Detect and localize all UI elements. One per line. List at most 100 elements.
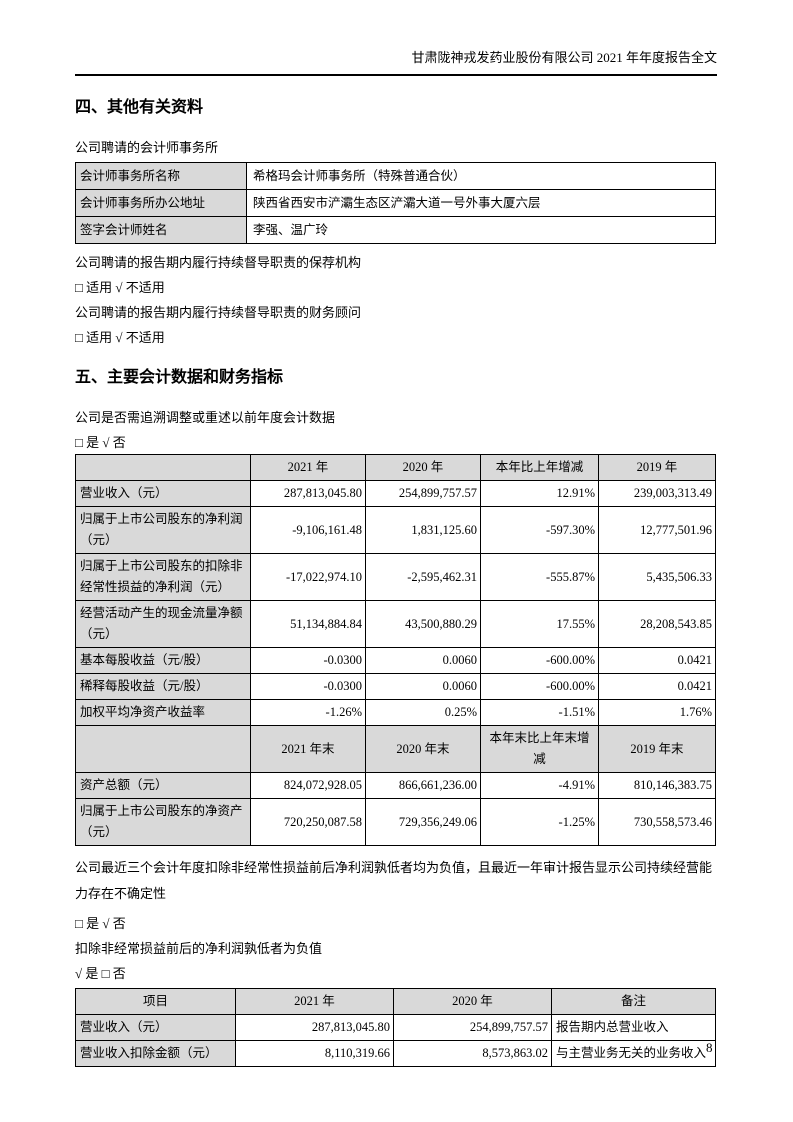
row-label-cell: 营业收入（元） bbox=[75, 1014, 236, 1041]
value-cell: 287,813,045.80 bbox=[235, 1014, 394, 1041]
table-row: 营业收入扣除金额（元） 8,110,319.66 8,573,863.02 与主… bbox=[75, 1040, 716, 1067]
table-row: 稀释每股收益（元/股） -0.0300 0.0060 -600.00% 0.04… bbox=[75, 673, 716, 700]
value-cell: -0.0300 bbox=[250, 647, 366, 674]
key-financials-table: 2021 年 2020 年 本年比上年增减 2019 年 营业收入（元） 287… bbox=[75, 454, 716, 846]
row-label-cell: 归属于上市公司股东的净资产（元） bbox=[75, 798, 251, 846]
deduction-choice: √ 是 □ 否 bbox=[75, 966, 126, 981]
value-cell: 1.76% bbox=[598, 699, 716, 726]
value-cell: 720,250,087.58 bbox=[250, 798, 366, 846]
value-cell: 810,146,383.75 bbox=[598, 772, 716, 799]
page-header-title: 甘肃陇神戎发药业股份有限公司 2021 年年度报告全文 bbox=[411, 50, 717, 65]
value-cell: 254,899,757.57 bbox=[365, 480, 481, 507]
value-cell: 287,813,045.80 bbox=[250, 480, 366, 507]
value-cell: -9,106,161.48 bbox=[250, 506, 366, 554]
table-row: 归属于上市公司股东的扣除非经常性损益的净利润（元） -17,022,974.10… bbox=[75, 553, 716, 601]
header-cell: 本年比上年增减 bbox=[480, 454, 599, 481]
value-cell: 51,134,884.84 bbox=[250, 600, 366, 648]
table-row: 基本每股收益（元/股） -0.0300 0.0060 -600.00% 0.04… bbox=[75, 647, 716, 674]
header-cell bbox=[75, 454, 251, 481]
row-value-cell: 希格玛会计师事务所（特殊普通合伙） bbox=[246, 162, 716, 190]
row-value-cell: 陕西省西安市浐灞生态区浐灞大道一号外事大厦六层 bbox=[246, 189, 716, 217]
table-row: 会计师事务所名称 希格玛会计师事务所（特殊普通合伙） bbox=[75, 162, 716, 190]
row-label-cell: 归属于上市公司股东的扣除非经常性损益的净利润（元） bbox=[75, 553, 251, 601]
row-label-cell: 稀释每股收益（元/股） bbox=[75, 673, 251, 700]
value-cell: 0.0060 bbox=[365, 673, 481, 700]
value-cell: -0.0300 bbox=[250, 673, 366, 700]
table-row: 经营活动产生的现金流量净额（元） 51,134,884.84 43,500,88… bbox=[75, 600, 716, 648]
value-cell: -17,022,974.10 bbox=[250, 553, 366, 601]
value-cell: 729,356,249.06 bbox=[365, 798, 481, 846]
table-header-row: 2021 年末 2020 年末 本年末比上年末增减 2019 年末 bbox=[75, 725, 716, 773]
row-label-cell: 经营活动产生的现金流量净额（元） bbox=[75, 600, 251, 648]
table-row: 签字会计师姓名 李强、温广玲 bbox=[75, 216, 716, 244]
header-cell: 备注 bbox=[551, 988, 716, 1015]
table-row: 营业收入（元） 287,813,045.80 254,899,757.57 报告… bbox=[75, 1014, 716, 1041]
value-cell: 8,573,863.02 bbox=[393, 1040, 552, 1067]
value-cell: 17.55% bbox=[480, 600, 599, 648]
accountant-firm-table: 会计师事务所名称 希格玛会计师事务所（特殊普通合伙） 会计师事务所办公地址 陕西… bbox=[75, 162, 716, 244]
value-cell: 5,435,506.33 bbox=[598, 553, 716, 601]
value-cell: -600.00% bbox=[480, 673, 599, 700]
table-header-row: 项目 2021 年 2020 年 备注 bbox=[75, 988, 716, 1015]
row-label-cell: 签字会计师姓名 bbox=[75, 216, 247, 244]
restatement-question: 公司是否需追溯调整或重述以前年度会计数据 bbox=[75, 410, 336, 425]
restatement-choice: □ 是 √ 否 bbox=[75, 435, 126, 450]
header-cell: 2020 年末 bbox=[365, 725, 481, 773]
value-cell: 12.91% bbox=[480, 480, 599, 507]
advisor-duty-label: 公司聘请的报告期内履行持续督导职责的财务顾问 bbox=[75, 305, 362, 320]
going-concern-choice: □ 是 √ 否 bbox=[75, 916, 126, 931]
section5-title: 五、主要会计数据和财务指标 bbox=[75, 369, 284, 386]
header-cell: 2021 年 bbox=[235, 988, 394, 1015]
header-cell: 2019 年末 bbox=[598, 725, 716, 773]
row-label-cell: 基本每股收益（元/股） bbox=[75, 647, 251, 674]
header-cell: 项目 bbox=[75, 988, 236, 1015]
value-cell: 12,777,501.96 bbox=[598, 506, 716, 554]
value-cell: 43,500,880.29 bbox=[365, 600, 481, 648]
value-cell: 239,003,313.49 bbox=[598, 480, 716, 507]
value-cell: 824,072,928.05 bbox=[250, 772, 366, 799]
value-cell: -1.26% bbox=[250, 699, 366, 726]
row-label-cell: 归属于上市公司股东的净利润（元） bbox=[75, 506, 251, 554]
value-cell: -555.87% bbox=[480, 553, 599, 601]
accountant-firm-intro: 公司聘请的会计师事务所 bbox=[75, 140, 219, 155]
header-cell: 2021 年末 bbox=[250, 725, 366, 773]
remark-cell: 报告期内总营业收入 bbox=[551, 1014, 716, 1041]
row-label-cell: 加权平均净资产收益率 bbox=[75, 699, 251, 726]
table-row: 归属于上市公司股东的净利润（元） -9,106,161.48 1,831,125… bbox=[75, 506, 716, 554]
revenue-deduction-table: 项目 2021 年 2020 年 备注 营业收入（元） 287,813,045.… bbox=[75, 988, 716, 1067]
header-cell: 2019 年 bbox=[598, 454, 716, 481]
sponsor-duty-choice: □ 适用 √ 不适用 bbox=[75, 280, 165, 295]
value-cell: 0.0421 bbox=[598, 673, 716, 700]
value-cell: -600.00% bbox=[480, 647, 599, 674]
value-cell: -597.30% bbox=[480, 506, 599, 554]
row-label-cell: 会计师事务所办公地址 bbox=[75, 189, 247, 217]
value-cell: 8,110,319.66 bbox=[235, 1040, 394, 1067]
header-rule bbox=[75, 74, 717, 76]
section4-title: 四、其他有关资料 bbox=[75, 99, 204, 116]
value-cell: 730,558,573.46 bbox=[598, 798, 716, 846]
value-cell: 866,661,236.00 bbox=[365, 772, 481, 799]
value-cell: 254,899,757.57 bbox=[393, 1014, 552, 1041]
value-cell: 1,831,125.60 bbox=[365, 506, 481, 554]
advisor-duty-choice: □ 适用 √ 不适用 bbox=[75, 330, 165, 345]
sponsor-duty-label: 公司聘请的报告期内履行持续督导职责的保荐机构 bbox=[75, 255, 362, 270]
header-cell bbox=[75, 725, 251, 773]
table-header-row: 2021 年 2020 年 本年比上年增减 2019 年 bbox=[75, 454, 716, 481]
table-row: 会计师事务所办公地址 陕西省西安市浐灞生态区浐灞大道一号外事大厦六层 bbox=[75, 189, 716, 217]
row-label-cell: 营业收入（元） bbox=[75, 480, 251, 507]
header-cell: 2020 年 bbox=[365, 454, 481, 481]
table-row: 归属于上市公司股东的净资产（元） 720,250,087.58 729,356,… bbox=[75, 798, 716, 846]
remark-cell: 与主营业务无关的业务收入 bbox=[551, 1040, 716, 1067]
deduction-note: 扣除非经常损益前后的净利润孰低者为负值 bbox=[75, 941, 323, 956]
value-cell: -1.25% bbox=[480, 798, 599, 846]
row-label-cell: 会计师事务所名称 bbox=[75, 162, 247, 190]
going-concern-note: 公司最近三个会计年度扣除非经常性损益前后净利润孰低者均为负值，且最近一年审计报告… bbox=[75, 860, 713, 901]
header-cell: 2021 年 bbox=[250, 454, 366, 481]
value-cell: -4.91% bbox=[480, 772, 599, 799]
row-value-cell: 李强、温广玲 bbox=[246, 216, 716, 244]
header-cell: 2020 年 bbox=[393, 988, 552, 1015]
value-cell: -2,595,462.31 bbox=[365, 553, 481, 601]
value-cell: 0.0060 bbox=[365, 647, 481, 674]
table-row: 加权平均净资产收益率 -1.26% 0.25% -1.51% 1.76% bbox=[75, 699, 716, 726]
